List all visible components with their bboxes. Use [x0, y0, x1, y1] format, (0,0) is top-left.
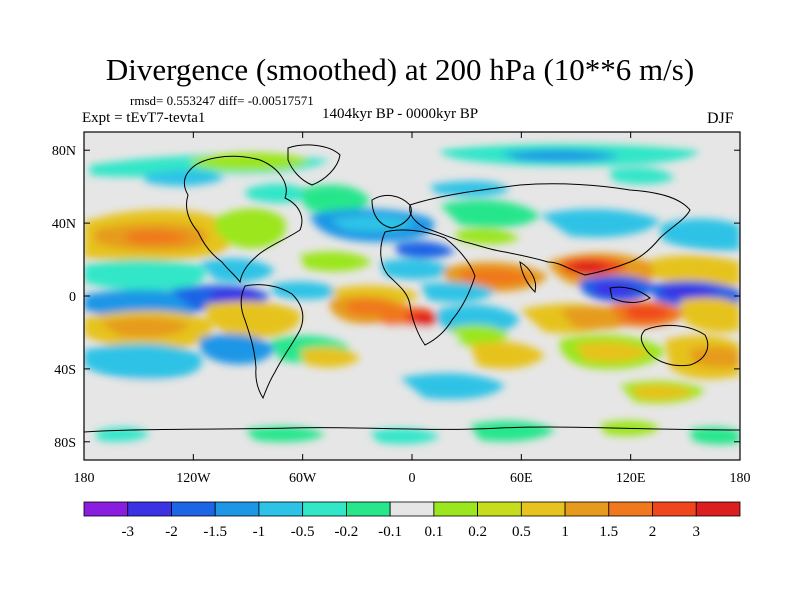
y-tick-label: 40S	[54, 363, 76, 378]
x-tick-label: 180	[730, 471, 751, 486]
season-label: DJF	[707, 110, 734, 127]
colorbar-swatch	[695, 501, 741, 517]
colorbar-swatch	[345, 501, 391, 517]
colorbar-label: 0.1	[424, 524, 443, 540]
colorbar-label: -0.1	[378, 524, 402, 540]
maritime-continent-coast	[609, 286, 651, 303]
experiment-label: Expt = tEvT7-tevta1	[82, 110, 206, 126]
colorbar-swatch	[433, 501, 479, 517]
australia-coast	[640, 325, 709, 367]
colorbar-swatch	[652, 501, 697, 517]
y-tick-label: 80N	[52, 144, 76, 159]
colorbar-label: -3	[121, 524, 134, 540]
colorbar-label: 1.5	[599, 524, 618, 540]
colorbar-label: 3	[693, 524, 701, 540]
colorbar: -3 -2 -1.5 -1 -0.5 -0.2 -0.1 0.1 0.2 0.5 1 1.5 2 3	[83, 501, 741, 540]
colorbar-swatch	[608, 501, 653, 517]
colorbar-swatch	[389, 501, 435, 517]
period-label: 1404kyr BP - 0000kyr BP	[322, 106, 479, 122]
stats-label: rmsd= 0.553247 diff= -0.00517571	[130, 93, 314, 108]
x-tick-label: 120W	[176, 471, 211, 486]
divergence-field	[84, 132, 740, 445]
colorbar-label: -0.2	[335, 524, 359, 540]
colorbar-swatch	[477, 501, 522, 517]
map-panel: 180 120W 60W 0 60E 120E 180 80N 40N 0 40S 80S	[52, 131, 751, 486]
colorbar-label: 2	[649, 524, 657, 540]
antarctica-coast	[84, 426, 740, 433]
axis-ticks: 180 120W 60W 0 60E 120E 180 80N 40N 0 40S 80S	[52, 132, 751, 486]
y-tick-label: 80S	[54, 436, 76, 451]
greenland-coast	[287, 144, 341, 186]
eurasia-coast	[409, 183, 691, 276]
europe-west-coast	[371, 194, 412, 229]
x-tick-label: 120E	[616, 471, 646, 486]
colorbar-label: -1	[253, 524, 266, 540]
y-tick-label: 0	[69, 290, 76, 305]
colorbar-label: 1	[561, 524, 569, 540]
coastlines	[84, 144, 740, 433]
colorbar-swatch	[127, 501, 172, 517]
india-coast	[519, 261, 537, 293]
colorbar-label: -0.5	[291, 524, 315, 540]
plot-title: Divergence (smoothed) at 200 hPa (10**6 …	[105, 52, 695, 87]
colorbar-swatch	[258, 501, 304, 517]
colorbar-swatch	[564, 501, 610, 517]
colorbar-swatch	[520, 501, 566, 517]
x-tick-label: 60W	[289, 471, 317, 486]
y-tick-label: 40N	[52, 217, 76, 232]
x-tick-label: 60E	[510, 471, 533, 486]
x-tick-label: 0	[409, 471, 416, 486]
x-tick-label: 180	[74, 471, 95, 486]
south-america-coast	[240, 284, 304, 400]
africa-coast	[380, 229, 476, 346]
colorbar-swatch	[83, 501, 129, 517]
colorbar-label: 0.2	[468, 524, 487, 540]
colorbar-swatch	[214, 501, 260, 517]
colorbar-label: -1.5	[203, 524, 227, 540]
colorbar-label: 0.5	[512, 524, 531, 540]
colorbar-label: -2	[165, 524, 178, 540]
colorbar-swatch	[302, 501, 347, 517]
north-america-coast	[183, 155, 303, 284]
colorbar-swatch	[171, 501, 216, 517]
